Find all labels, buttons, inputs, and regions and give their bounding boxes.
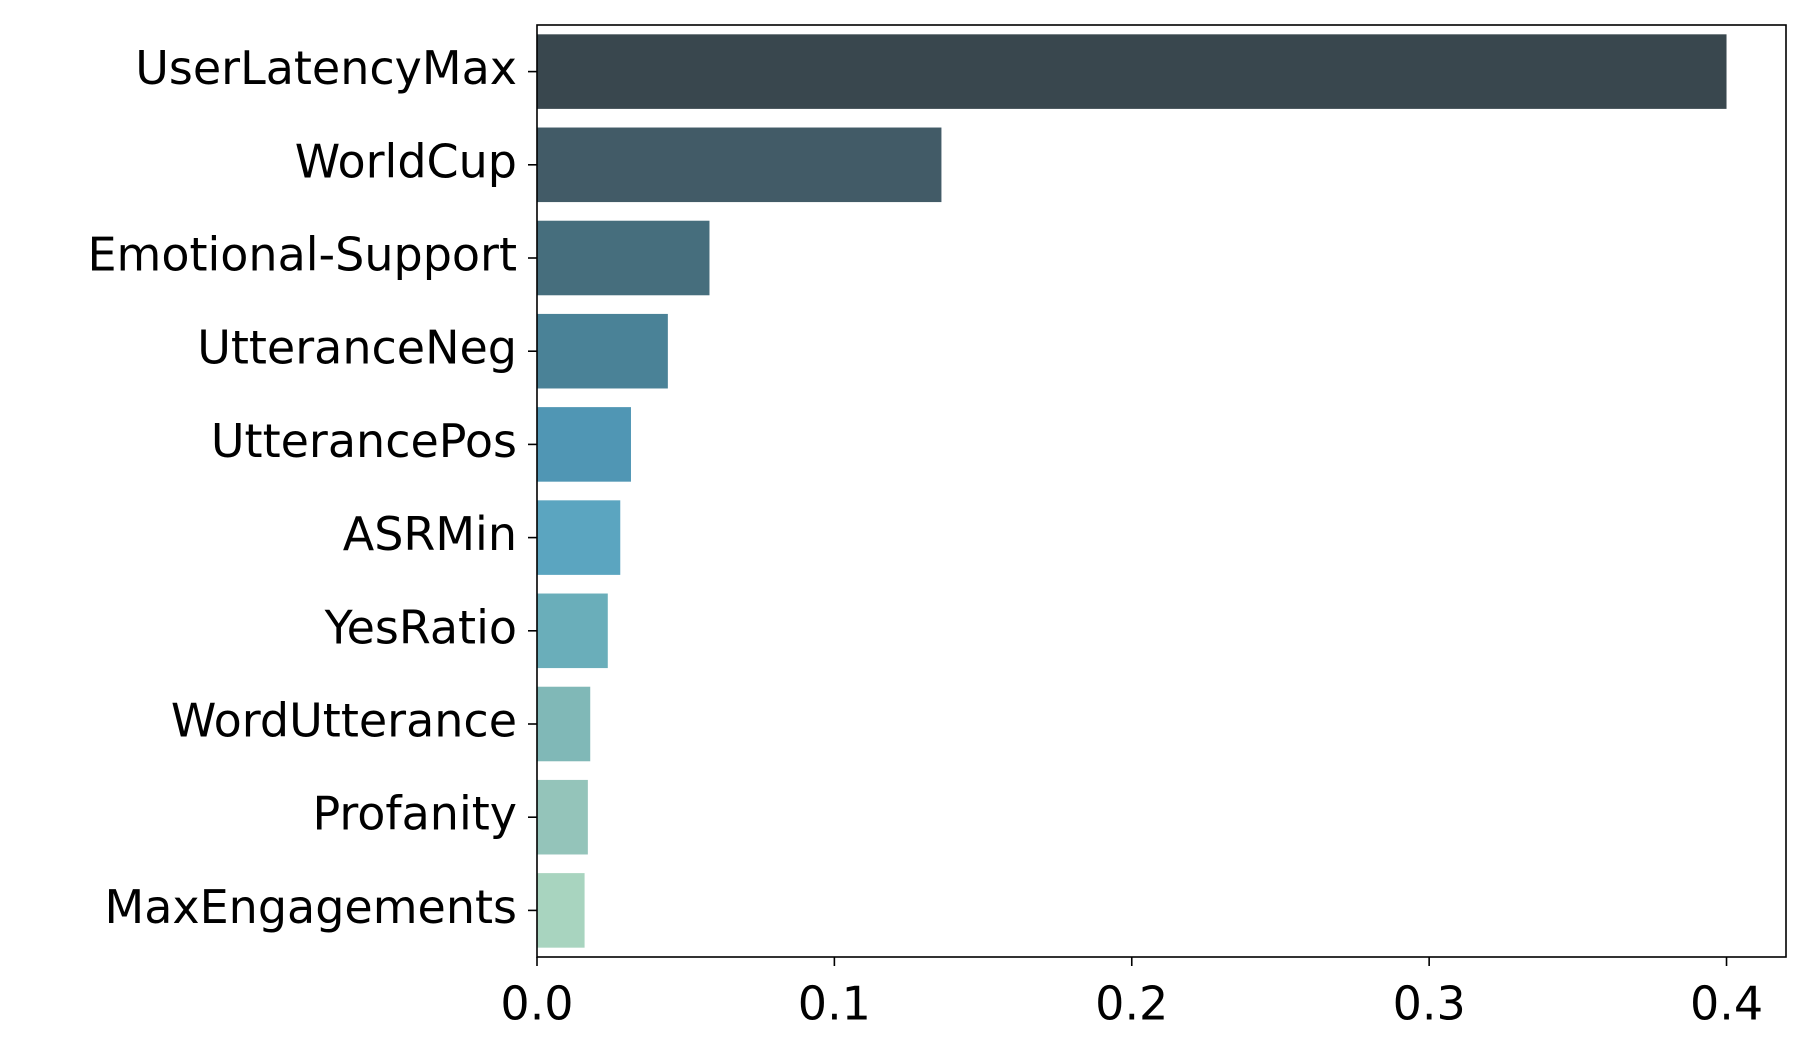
axes-frame — [536, 24, 1787, 958]
y-tick-label: YesRatio — [324, 600, 517, 654]
bar — [537, 34, 1727, 109]
x-tick-label: 0.1 — [798, 977, 871, 1031]
bar — [537, 127, 942, 203]
bar — [537, 500, 621, 575]
bar — [537, 407, 631, 482]
bar — [537, 873, 585, 948]
y-tick-label: Emotional-Support — [87, 228, 517, 282]
y-tick-label: UtteranceNeg — [197, 321, 517, 375]
bar — [537, 313, 668, 389]
x-tick-label: 0.0 — [500, 977, 573, 1031]
y-tick-label: Profanity — [312, 787, 517, 841]
bar — [537, 779, 588, 855]
y-tick-label: WorldCup — [295, 134, 517, 188]
bar — [537, 220, 710, 296]
y-tick-label: UtterancePos — [211, 414, 517, 468]
x-tick-label: 0.2 — [1095, 977, 1168, 1031]
y-tick-label: MaxEngagements — [105, 880, 517, 934]
y-tick-label: ASRMin — [343, 507, 517, 561]
y-tick-label: WordUtterance — [171, 694, 517, 748]
bar — [537, 686, 591, 762]
x-tick-label: 0.4 — [1690, 977, 1763, 1031]
bar — [537, 593, 608, 669]
y-tick-label: UserLatencyMax — [135, 41, 517, 95]
x-tick-label: 0.3 — [1393, 977, 1466, 1031]
